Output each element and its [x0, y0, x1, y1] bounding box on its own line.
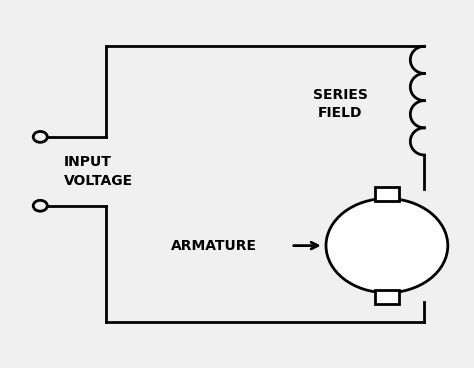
Circle shape — [326, 198, 448, 293]
Bar — [375, 290, 399, 304]
Text: SERIES
FIELD: SERIES FIELD — [313, 88, 367, 120]
Circle shape — [33, 131, 47, 142]
Text: ARMATURE: ARMATURE — [172, 238, 257, 252]
Bar — [375, 187, 399, 201]
Text: INPUT
VOLTAGE: INPUT VOLTAGE — [64, 155, 133, 188]
Circle shape — [33, 200, 47, 211]
